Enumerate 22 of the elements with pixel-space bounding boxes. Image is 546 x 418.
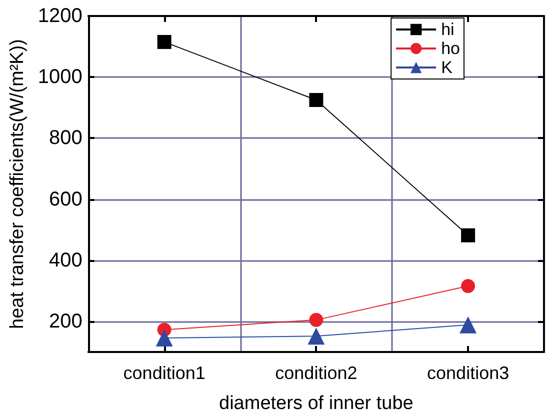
legend-label: K bbox=[441, 58, 454, 77]
y-tick-label: 1000 bbox=[38, 66, 82, 88]
point bbox=[461, 228, 476, 242]
y-tick-label: 800 bbox=[49, 127, 82, 150]
legend-label: hi bbox=[441, 20, 454, 39]
x-tick-label: condition3 bbox=[427, 363, 510, 383]
point bbox=[156, 329, 173, 346]
y-axis-title: heat transfer coefficients(W/(m²K)) bbox=[7, 38, 28, 330]
y-tick-label: 600 bbox=[49, 188, 82, 210]
y-tick-label: 1200 bbox=[38, 5, 82, 27]
x-tick-label: condition2 bbox=[275, 363, 358, 383]
x-axis-title: diameters of inner tube bbox=[219, 393, 414, 414]
point bbox=[157, 34, 172, 49]
y-tick-label: 400 bbox=[49, 249, 82, 272]
point bbox=[309, 312, 324, 327]
y-tick-label: 200 bbox=[49, 310, 82, 332]
point bbox=[309, 93, 324, 107]
point bbox=[460, 316, 477, 334]
point bbox=[461, 279, 476, 294]
x-tick-label: condition1 bbox=[123, 363, 206, 383]
legend-label: ho bbox=[441, 39, 460, 58]
point bbox=[308, 328, 325, 345]
